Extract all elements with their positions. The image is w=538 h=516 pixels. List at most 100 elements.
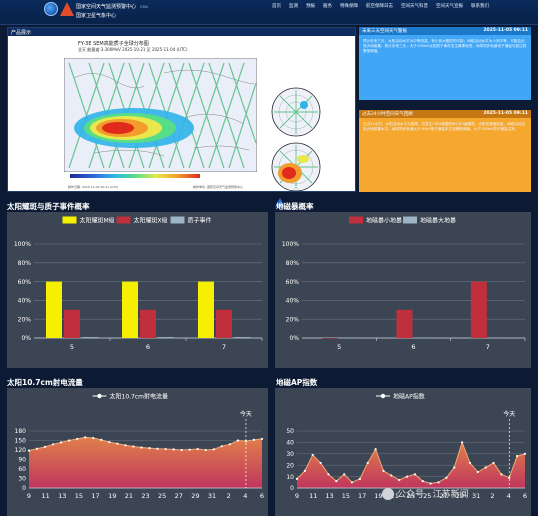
x-tick-7: 23 xyxy=(407,492,415,500)
point-1 xyxy=(35,447,39,450)
nav-item-7[interactable]: 空间天气宣报 xyxy=(436,4,463,9)
world-proton-map[interactable] xyxy=(64,58,257,172)
y-tick-4: 20% xyxy=(286,316,300,323)
alert-review-panel[interactable]: 过去24小时空间天气回顾 2025-11-05 09:11 过去24小时，太阳活… xyxy=(359,110,531,192)
point-27 xyxy=(508,476,511,479)
bar-0-1 xyxy=(340,338,357,339)
point-25 xyxy=(492,461,495,465)
nsmc-logo-icon xyxy=(44,2,58,16)
map-subcaption: 全天 能量道:3-300MeV 2025-10-21 至 2025-11-04 … xyxy=(78,47,188,52)
nav-item-5[interactable]: 航空保障日志 xyxy=(366,4,393,9)
y-tick-2: 60% xyxy=(18,279,32,286)
x-tick-2: 7 xyxy=(486,343,490,351)
nav-item-8[interactable]: 联系我们 xyxy=(471,4,489,9)
x-tick-0: 5 xyxy=(337,343,341,351)
nav-item-1[interactable]: 监测 xyxy=(289,4,298,9)
nav-item-2[interactable]: 预报 xyxy=(306,4,315,9)
y-tick-3: 40% xyxy=(286,298,300,305)
product-panel: 产品展示 FY-3E SEM高能质子全球分布图 全天 能量道:3-300MeV … xyxy=(7,27,356,212)
y-tick-0: 180 xyxy=(15,428,27,435)
point-8 xyxy=(92,436,95,440)
legend-swatch-0 xyxy=(349,216,363,224)
y-tick-4: 10 xyxy=(286,474,294,481)
y-tick-1: 80% xyxy=(18,260,32,267)
point-2 xyxy=(311,453,314,457)
x-tick-6: 21 xyxy=(125,492,133,500)
product-title-bar: 产品展示 xyxy=(8,28,355,36)
legend-label-2: 质子事件 xyxy=(188,216,212,224)
y-tick-0: 100% xyxy=(14,241,31,248)
nav-item-4[interactable]: 特殊保障 xyxy=(340,4,358,9)
bar-1-0 xyxy=(122,281,138,338)
south-polar-map[interactable] xyxy=(270,141,322,193)
point-17 xyxy=(429,482,432,485)
point-9 xyxy=(366,461,369,465)
ap-index-chart[interactable]: 地磁AP指数 50 40 30 20 10 0 今天 9 11 13 15 17 19 21 23 25 27 29… xyxy=(275,388,531,516)
x-tick-1: 11 xyxy=(42,492,50,500)
today-label: 今天 xyxy=(503,410,515,418)
point-15 xyxy=(148,447,151,450)
nav-item-3[interactable]: 服务 xyxy=(323,4,332,9)
org-abbrev: CMA xyxy=(140,5,148,9)
radio-flux-chart[interactable]: 太阳10.7cm射电流量 180 150 120 90 60 30 0 今天 9 11 13 15 17 1… xyxy=(7,388,268,516)
cma-small-logo-icon xyxy=(275,198,285,207)
point-4 xyxy=(60,441,63,444)
legend-marker-0 xyxy=(380,393,386,399)
y-tick-5: 0% xyxy=(21,335,31,342)
org-name-secondary: 国家卫星气象中心 xyxy=(76,13,117,19)
x-tick-2: 13 xyxy=(325,492,333,500)
nav-item-6[interactable]: 空间天气科普 xyxy=(401,4,428,9)
north-polar-map[interactable] xyxy=(270,86,322,138)
point-19 xyxy=(445,476,448,479)
point-11 xyxy=(116,442,119,445)
alert-review-time: 2025-11-05 09:11 xyxy=(483,111,528,116)
flare-proton-chart[interactable]: 太阳耀斑M级 太阳耀斑X级 质子事件 100% 80% 60% 40% 20% 0% 5 6 7 xyxy=(7,212,268,368)
x-tick-0: 5 xyxy=(70,343,74,351)
point-6 xyxy=(76,437,79,441)
x-tick-8: 25 xyxy=(158,492,166,500)
point-24 xyxy=(220,445,223,448)
bar-1-2 xyxy=(158,337,174,338)
point-5 xyxy=(68,439,71,442)
y-tick-4: 20% xyxy=(18,316,32,323)
y-tick-2: 30 xyxy=(286,451,294,458)
x-tick-4: 17 xyxy=(358,492,366,500)
x-tick-1: 11 xyxy=(309,492,317,500)
x-tick-6: 21 xyxy=(391,492,399,500)
bar-2-1 xyxy=(216,309,232,338)
bar-2-0 xyxy=(198,281,214,338)
geomagnetic-storm-chart[interactable]: 地磁暴小地暴 地磁暴大地暴 100% 80% 60% 40% 20% 0% 5 6 7 xyxy=(275,212,531,368)
point-21 xyxy=(461,441,464,444)
point-28 xyxy=(252,438,256,441)
alert-forecast-panel[interactable]: 未来三天空间天气警报 2025-11-05 09:11 预计未来三天，太阳活动水… xyxy=(359,27,531,100)
legend-swatch-0 xyxy=(62,216,77,224)
legend-label-1: 太阳耀斑X级 xyxy=(134,216,168,224)
y-tick-0: 100% xyxy=(282,241,299,248)
y-tick-5: 30 xyxy=(18,476,26,483)
x-tick-3: 15 xyxy=(75,492,83,500)
radio-flux-chart-title: 太阳10.7cm射电流量 xyxy=(7,378,83,387)
x-tick-3: 15 xyxy=(342,492,350,500)
point-21 xyxy=(196,447,199,451)
geomagnetic-storm-chart-panel: 地磁暴小地暴 地磁暴大地暴 100% 80% 60% 40% 20% 0% 5 6 7 xyxy=(275,212,531,368)
point-18 xyxy=(172,448,175,451)
wechat-icon xyxy=(382,487,394,500)
nav-item-0[interactable]: 首页 xyxy=(272,4,281,9)
point-23 xyxy=(476,470,479,474)
today-label: 今天 xyxy=(240,410,252,418)
bar-0-0 xyxy=(322,338,339,339)
x-tick-0: 9 xyxy=(27,492,31,500)
x-tick-14: 6 xyxy=(260,492,264,500)
point-15 xyxy=(413,473,417,476)
series-line xyxy=(28,436,263,452)
point-7 xyxy=(350,481,354,484)
bar-2-1 xyxy=(488,338,505,339)
point-14 xyxy=(405,475,409,478)
x-tick-9: 27 xyxy=(439,492,447,500)
x-tick-0: 9 xyxy=(295,492,299,500)
alert-forecast-title: 未来三天空间天气警报 xyxy=(362,29,407,34)
x-tick-12: 2 xyxy=(227,492,231,500)
y-tick-0: 50 xyxy=(286,428,294,435)
y-tick-4: 60 xyxy=(18,466,26,473)
point-20 xyxy=(188,448,191,451)
